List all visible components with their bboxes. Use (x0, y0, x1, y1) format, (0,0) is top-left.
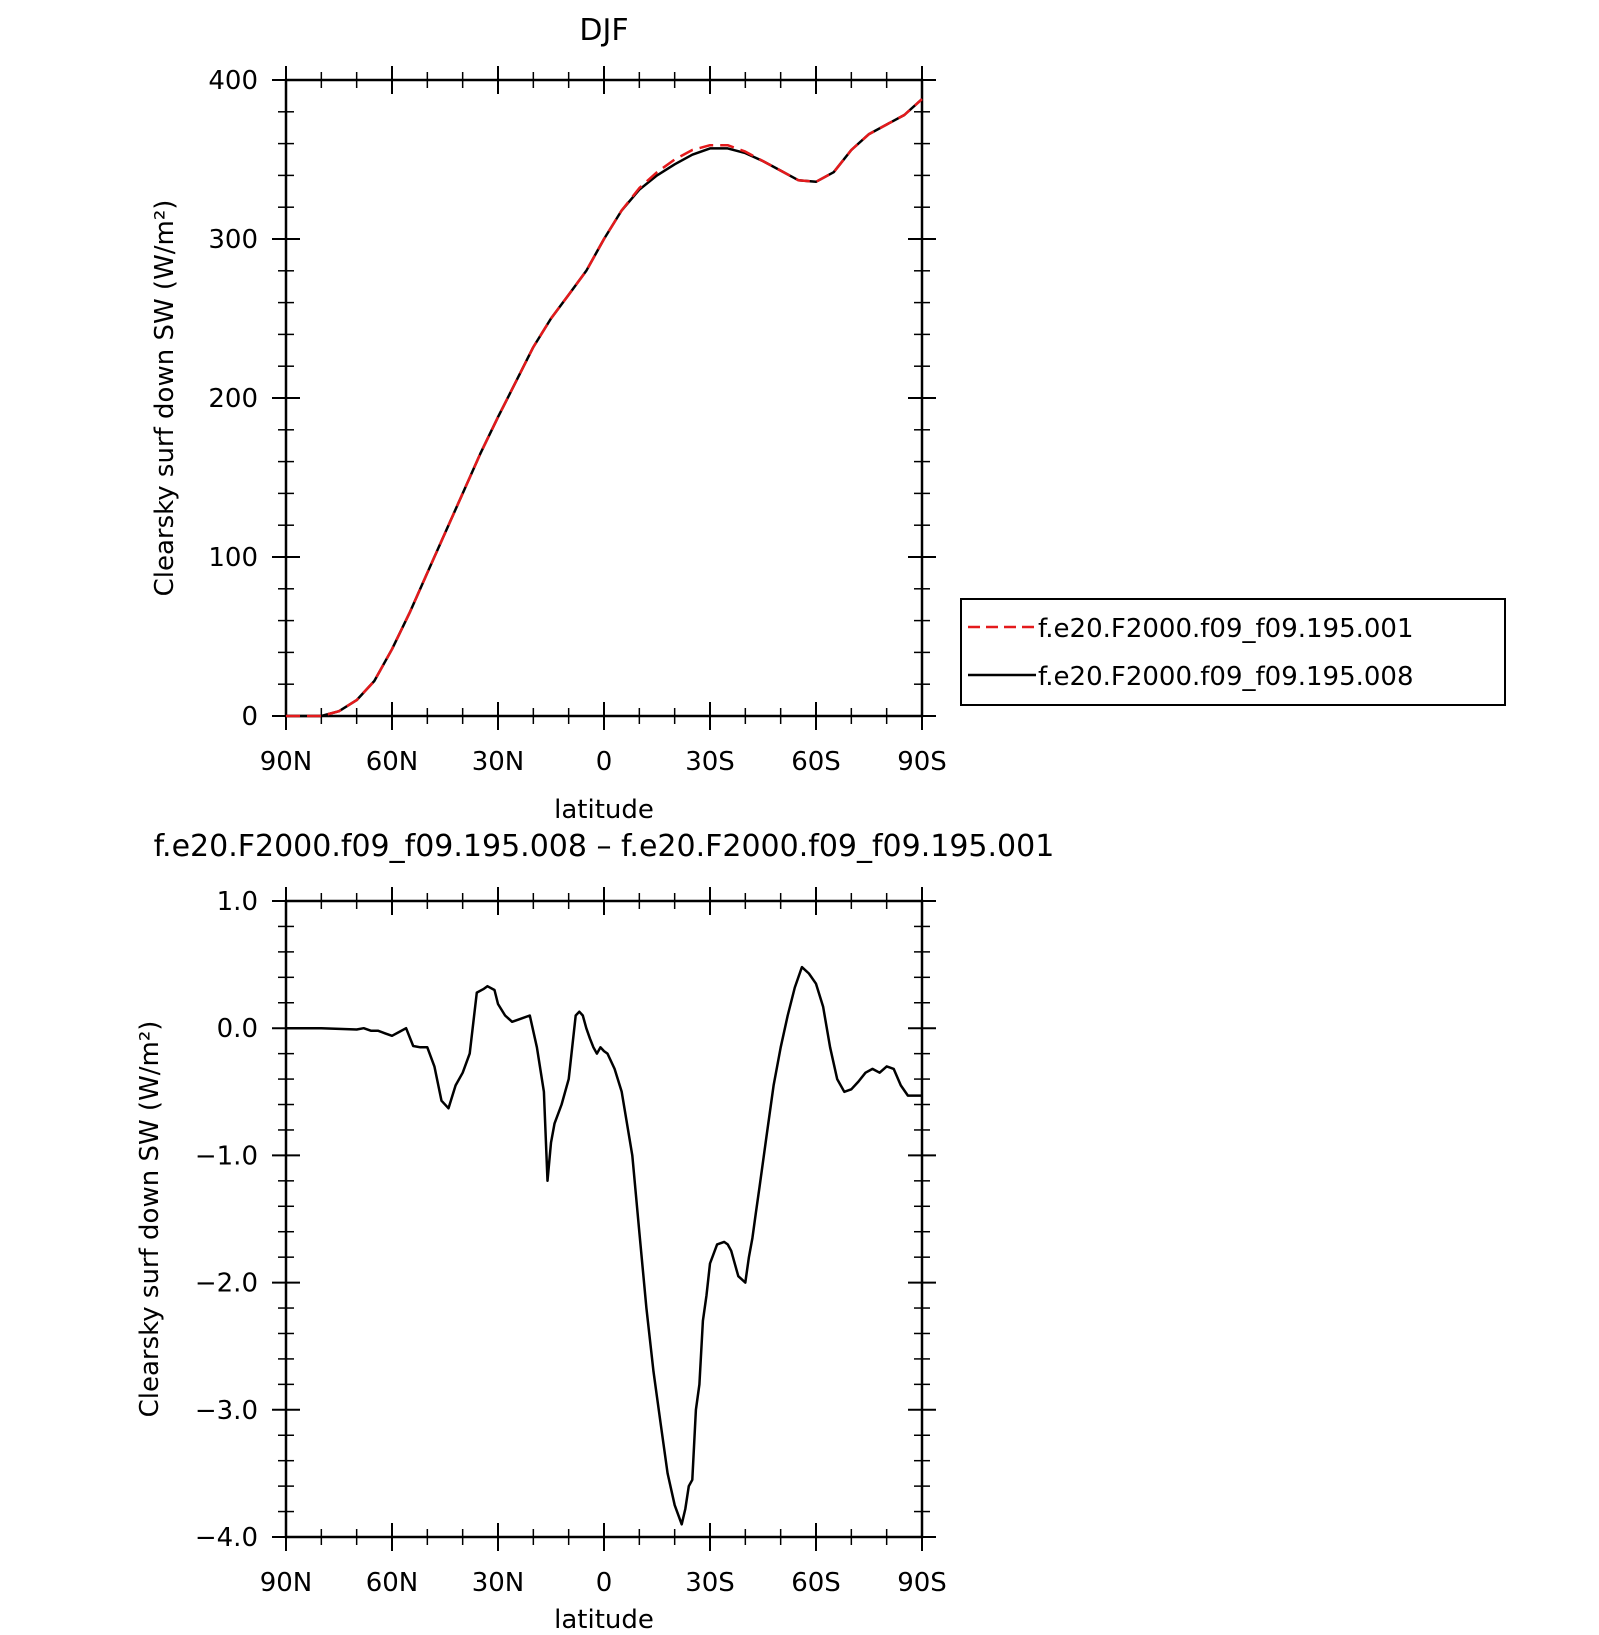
legend-label-series-2: f.e20.F2000.f09_f09.195.008 (1038, 662, 1414, 692)
tick-marks-top (272, 66, 936, 730)
series-line-top-1 (286, 98, 923, 718)
y-tick-label: −3.0 (195, 1396, 258, 1426)
y-axis-label-bottom: Clearsky surf down SW (W/m²) (135, 1021, 165, 1418)
x-tick-labels-top: 90N 60N 30N 0 30S 60S 90S (260, 747, 947, 777)
series-lines-top (286, 98, 923, 718)
x-tick-label: 60S (791, 747, 841, 777)
y-tick-label: 1.0 (217, 887, 258, 917)
legend-label-series-1: f.e20.F2000.f09_f09.195.001 (1038, 614, 1414, 644)
y-tick-label: 300 (208, 225, 258, 255)
y-tick-labels-top: 0 100 200 300 400 (208, 66, 258, 732)
y-tick-label: −2.0 (195, 1269, 258, 1299)
y-tick-label: 0.0 (217, 1014, 258, 1044)
y-axis-label-top: Clearsky surf down SW (W/m²) (150, 200, 180, 597)
plot-frame-bottom (284, 899, 924, 1539)
x-tick-labels-bottom: 90N 60N 30N 0 30S 60S 90S (260, 1568, 947, 1598)
legend-box (960, 598, 1506, 706)
x-tick-label: 60S (791, 1568, 841, 1598)
chart-title-bottom: f.e20.F2000.f09_f09.195.008 – f.e20.F200… (154, 829, 1055, 864)
x-tick-label: 90N (260, 1568, 313, 1598)
tick-marks-bottom (272, 887, 936, 1551)
chart-panel-bottom: f.e20.F2000.f09_f09.195.008 – f.e20.F200… (135, 829, 1054, 1635)
chart-title-top: DJF (579, 13, 628, 48)
x-tick-label: 90S (897, 1568, 947, 1598)
x-tick-label: 90N (260, 747, 313, 777)
x-axis-label-top: latitude (554, 795, 654, 825)
series-line-top-2 (286, 98, 923, 718)
y-tick-labels-bottom: −4.0 −3.0 −2.0 −1.0 0.0 1.0 (195, 887, 258, 1553)
x-tick-label: 30N (472, 747, 525, 777)
y-tick-label: 0 (241, 702, 258, 732)
y-tick-label: 200 (208, 384, 258, 414)
y-tick-label: −1.0 (195, 1141, 258, 1171)
series-line-bottom-1 (286, 965, 922, 1526)
series-lines-bottom (286, 965, 922, 1526)
y-tick-label: −4.0 (195, 1523, 258, 1553)
x-tick-label: 30S (685, 1568, 735, 1598)
x-axis-label-bottom: latitude (554, 1605, 654, 1635)
x-tick-label: 60N (366, 1568, 419, 1598)
legend: f.e20.F2000.f09_f09.195.001 f.e20.F2000.… (960, 598, 1506, 706)
x-tick-label: 30S (685, 747, 735, 777)
x-tick-label: 30N (472, 1568, 525, 1598)
y-tick-label: 400 (208, 66, 258, 96)
y-tick-label: 100 (208, 543, 258, 573)
chart-panel-top: DJF 90N 60N 30N 0 30S 60S 90S 0 100 200 300 400 la… (150, 13, 947, 825)
x-tick-label: 90S (897, 747, 947, 777)
x-tick-label: 0 (596, 747, 613, 777)
x-tick-label: 0 (596, 1568, 613, 1598)
x-tick-label: 60N (366, 747, 419, 777)
